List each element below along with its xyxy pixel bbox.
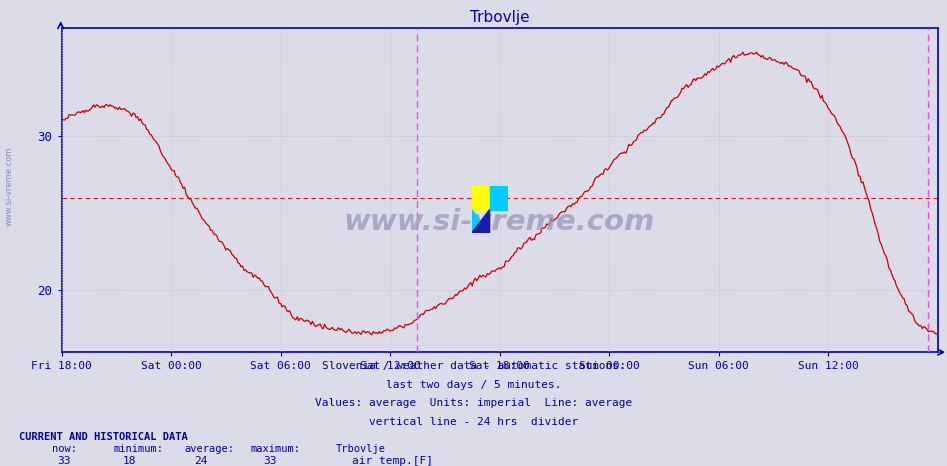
Text: last two days / 5 minutes.: last two days / 5 minutes.: [385, 380, 562, 390]
Text: Trbovlje: Trbovlje: [336, 444, 386, 453]
Text: CURRENT AND HISTORICAL DATA: CURRENT AND HISTORICAL DATA: [19, 432, 188, 442]
Text: 33: 33: [263, 456, 277, 466]
Text: vertical line - 24 hrs  divider: vertical line - 24 hrs divider: [369, 417, 578, 427]
Text: www.si-vreme.com: www.si-vreme.com: [344, 208, 655, 236]
Text: minimum:: minimum:: [114, 444, 164, 453]
Polygon shape: [472, 210, 490, 233]
Bar: [472, 186, 490, 210]
Bar: [490, 186, 508, 210]
Title: Trbovlje: Trbovlje: [470, 10, 529, 26]
Text: Slovenia / weather data - automatic stations.: Slovenia / weather data - automatic stat…: [322, 361, 625, 371]
Text: 18: 18: [123, 456, 136, 466]
Text: now:: now:: [52, 444, 77, 453]
Text: www.si-vreme.com: www.si-vreme.com: [5, 147, 14, 226]
Text: 24: 24: [194, 456, 207, 466]
Text: Values: average  Units: imperial  Line: average: Values: average Units: imperial Line: av…: [314, 398, 633, 408]
Text: average:: average:: [185, 444, 235, 453]
Text: air temp.[F]: air temp.[F]: [352, 456, 434, 466]
Polygon shape: [472, 210, 490, 233]
Text: maximum:: maximum:: [251, 444, 301, 453]
Text: 33: 33: [57, 456, 70, 466]
